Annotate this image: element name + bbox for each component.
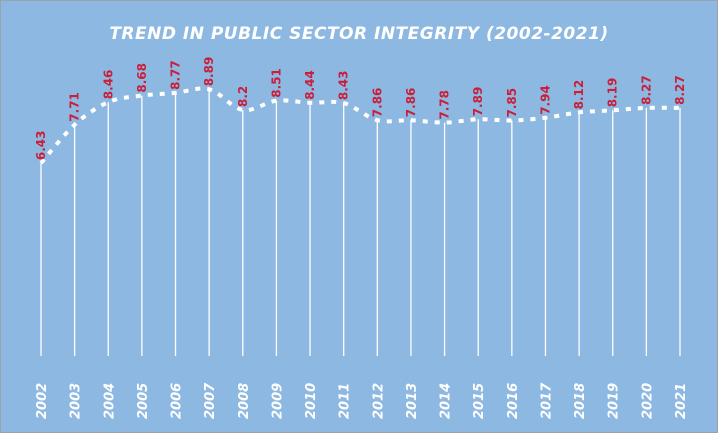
drop-lines: [40, 89, 681, 356]
x-tick-label-2020: 2020: [640, 383, 655, 419]
data-labels: 6.43 7.71 8.46 8.68 8.77 8.89 8.2 8.51 8.44 8.43 7…: [34, 57, 687, 160]
x-tick-label-2018: 2018: [573, 383, 588, 419]
x-tick-label-2017: 2017: [539, 382, 554, 419]
x-tick-label-2019: 2019: [607, 383, 622, 419]
x-tick-label-2012: 2012: [371, 383, 386, 419]
data-label-2014: 7.78: [438, 90, 452, 120]
data-label-2018: 8.12: [572, 80, 586, 110]
data-label-2019: 8.19: [606, 78, 620, 108]
data-label-2010: 8.44: [303, 70, 317, 100]
x-tick-label-2011: 2011: [338, 383, 353, 419]
x-tick-label-2013: 2013: [405, 383, 420, 419]
x-tick-label-2004: 2004: [102, 383, 117, 419]
x-tick-label-2009: 2009: [270, 383, 285, 419]
data-label-2021: 8.27: [673, 75, 687, 105]
x-tick-label-2021: 2021: [674, 383, 689, 419]
data-label-2007: 8.89: [202, 57, 216, 87]
x-tick-label-2006: 2006: [170, 383, 185, 419]
x-tick-label-2002: 2002: [35, 383, 50, 419]
data-label-2020: 8.27: [639, 75, 653, 105]
data-label-2002: 6.43: [34, 130, 48, 160]
data-label-2012: 7.86: [370, 88, 384, 118]
data-label-2009: 8.51: [269, 68, 283, 98]
x-tick-label-2008: 2008: [237, 383, 252, 419]
x-tick-label-2016: 2016: [506, 383, 521, 419]
data-label-2016: 7.85: [505, 88, 519, 118]
data-label-2004: 8.46: [101, 70, 115, 100]
data-label-2011: 8.43: [337, 70, 351, 100]
data-label-2005: 8.68: [135, 63, 149, 93]
x-tick-labels: 2002 2003 2004 2005 2006 2007 2008 2009 2010 2011…: [35, 382, 689, 419]
x-tick-label-2005: 2005: [136, 383, 151, 419]
x-tick-label-2003: 2003: [69, 383, 84, 419]
chart-title: TREND IN PUBLIC SECTOR INTEGRITY (2002-2…: [109, 24, 608, 44]
data-label-2015: 7.89: [471, 87, 485, 117]
data-label-2003: 7.71: [68, 92, 82, 122]
data-label-2017: 7.94: [538, 85, 552, 115]
x-tick-label-2014: 2014: [439, 383, 454, 419]
data-label-2013: 7.86: [404, 88, 418, 118]
data-label-2008: 8.2: [236, 86, 250, 107]
x-tick-label-2015: 2015: [472, 383, 487, 419]
data-label-2006: 8.77: [169, 60, 183, 90]
x-tick-label-2010: 2010: [304, 383, 319, 419]
x-tick-label-2007: 2007: [203, 382, 218, 419]
